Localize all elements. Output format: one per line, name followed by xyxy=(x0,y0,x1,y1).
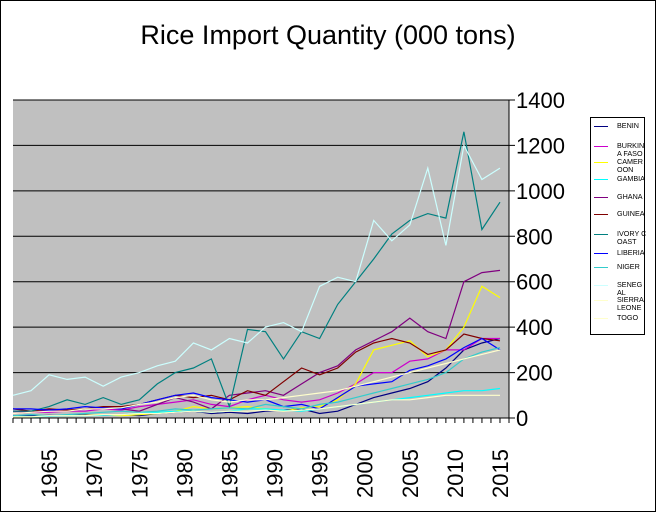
series-line-togo xyxy=(13,394,500,418)
legend-label: IVORY COAST xyxy=(617,229,647,246)
legend-swatch xyxy=(594,253,608,254)
x-tick-label: 2015 xyxy=(488,449,513,498)
x-tick-label: 1970 xyxy=(82,449,107,498)
y-tick-label: 200 xyxy=(516,361,553,386)
legend-label: BURKIN A FASO xyxy=(617,141,645,158)
x-tick-label: 2005 xyxy=(398,449,423,498)
x-tick-label: 1975 xyxy=(127,449,152,498)
series-line-ivory-coast xyxy=(13,131,501,412)
series-line-burkina-faso xyxy=(12,337,500,415)
legend-label: BENIN xyxy=(617,121,639,130)
x-tick-label: 2000 xyxy=(353,449,378,498)
x-axis: 1965 1970 1975 1980 1985 1990 1995 2000 2005 2010… xyxy=(12,418,513,498)
grid-lines xyxy=(13,99,515,419)
legend-label: SIERRA LEONE xyxy=(617,295,644,312)
legend-swatch xyxy=(594,179,608,180)
legend-label: NIGER xyxy=(617,262,640,271)
legend-label: GAMBIA xyxy=(617,174,645,183)
legend-label: CAMER OON xyxy=(617,157,643,174)
legend-swatch xyxy=(594,214,608,215)
chart-title: Rice Import Quantity (000 tons) xyxy=(140,20,516,50)
y-tick-label: 600 xyxy=(516,270,553,295)
legend-swatch xyxy=(594,197,608,198)
legend-swatch xyxy=(594,146,608,147)
y-tick-label: 1000 xyxy=(516,179,565,204)
series-line-liberia xyxy=(13,337,501,411)
x-tick-label: 1980 xyxy=(172,449,197,498)
y-axis: 0 200 400 600 800 1000 1200 1400 xyxy=(516,88,565,431)
legend-label: GHANA xyxy=(617,192,643,201)
x-tick-label: 1965 xyxy=(37,449,62,498)
x-tick-label: 1995 xyxy=(308,449,333,498)
y-tick-label: 1200 xyxy=(516,133,565,158)
legend-label: TOGO xyxy=(617,313,639,322)
legend-swatch xyxy=(594,162,608,163)
y-tick-label: 1400 xyxy=(516,88,565,113)
legend-swatch xyxy=(594,234,608,235)
legend-label: SENEG AL xyxy=(617,280,643,297)
legend-swatch xyxy=(594,126,608,127)
series-line-niger xyxy=(12,347,501,417)
series-line-sierra-leone xyxy=(12,349,501,415)
series-line-senegal xyxy=(12,143,501,396)
legend-label: LIBERIA xyxy=(617,248,645,257)
y-tick-label: 400 xyxy=(516,315,553,340)
legend-swatch xyxy=(594,318,608,319)
legend-swatch xyxy=(594,267,608,268)
legend-swatch xyxy=(594,300,608,301)
plot-area xyxy=(13,100,509,418)
legend-label: GUINEA xyxy=(617,209,645,218)
legend: BENIN BURKIN A FASO CAMER OON GAMBIA GHANA GU… xyxy=(590,117,647,335)
y-tick-label: 0 xyxy=(516,406,528,431)
x-tick-label: 1985 xyxy=(217,449,242,498)
x-tick-label: 1990 xyxy=(263,449,288,498)
series-lines xyxy=(12,131,501,418)
y-tick-label: 800 xyxy=(516,224,553,249)
legend-swatch xyxy=(594,285,608,286)
x-tick-label: 2010 xyxy=(443,449,468,498)
